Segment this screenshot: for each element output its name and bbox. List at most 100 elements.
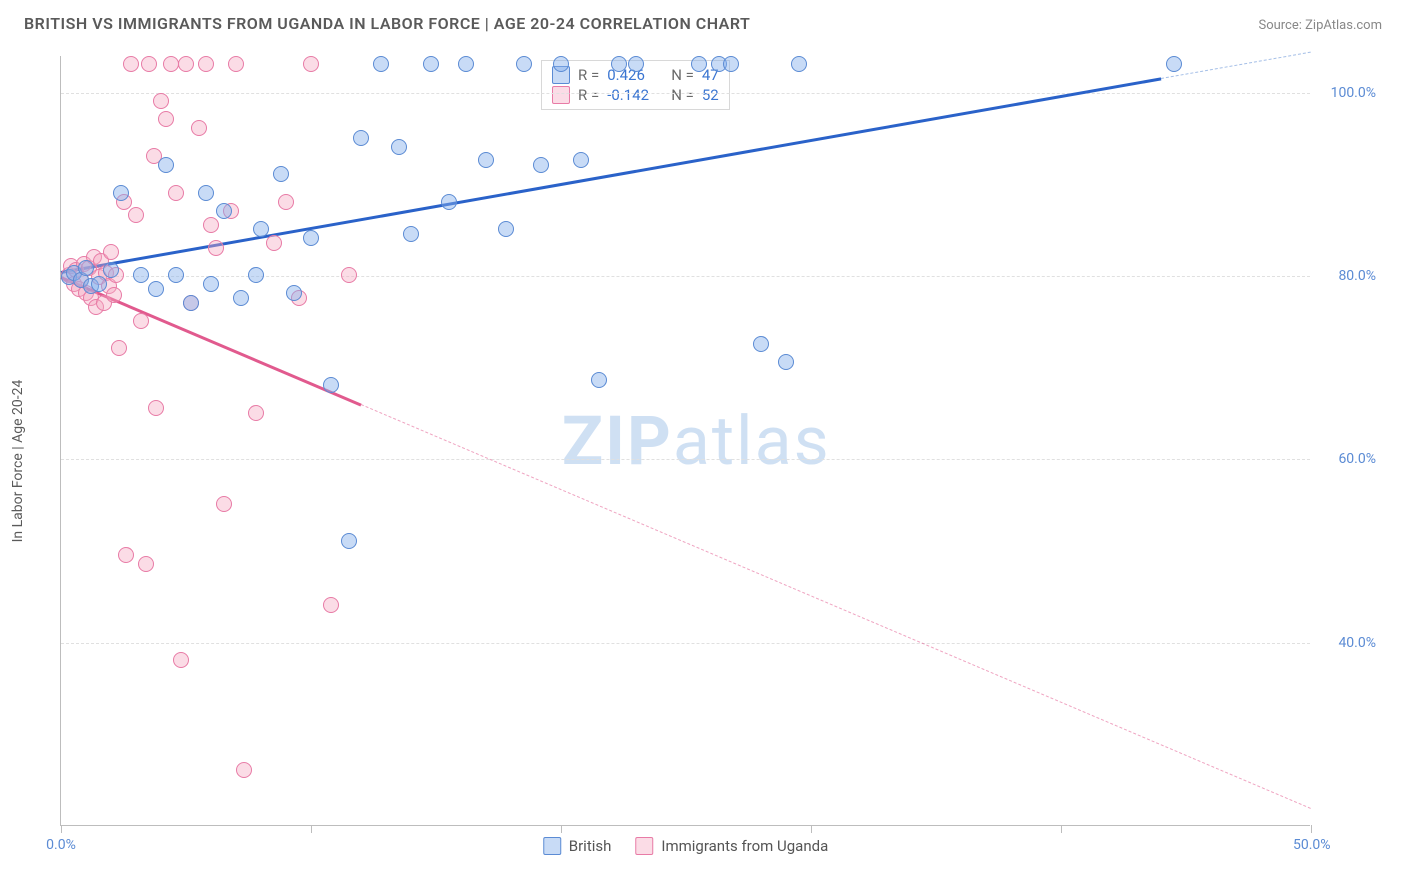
data-point bbox=[516, 56, 532, 72]
data-point bbox=[198, 56, 214, 72]
data-point bbox=[778, 354, 794, 370]
x-tick bbox=[61, 825, 62, 833]
data-point bbox=[691, 56, 707, 72]
data-point bbox=[533, 157, 549, 173]
header-row: BRITISH VS IMMIGRANTS FROM UGANDA IN LAB… bbox=[0, 0, 1406, 39]
data-point bbox=[423, 56, 439, 72]
data-point bbox=[158, 157, 174, 173]
legend-swatch bbox=[635, 837, 653, 855]
y-tick-label: 80.0% bbox=[1318, 268, 1376, 284]
data-point bbox=[353, 130, 369, 146]
data-point bbox=[286, 285, 302, 301]
chart-title: BRITISH VS IMMIGRANTS FROM UGANDA IN LAB… bbox=[24, 14, 750, 33]
data-point bbox=[373, 56, 389, 72]
watermark: ZIPatlas bbox=[562, 401, 831, 481]
data-point bbox=[158, 111, 174, 127]
data-point bbox=[1166, 56, 1182, 72]
data-point bbox=[208, 240, 224, 256]
data-point bbox=[216, 203, 232, 219]
legend-swatch bbox=[543, 837, 561, 855]
legend-label: British bbox=[569, 837, 612, 855]
data-point bbox=[228, 56, 244, 72]
source-prefix: Source: bbox=[1258, 18, 1305, 33]
data-point bbox=[323, 597, 339, 613]
source-attribution: Source: ZipAtlas.com bbox=[1258, 18, 1382, 33]
data-point bbox=[78, 260, 94, 276]
data-point bbox=[133, 267, 149, 283]
trend-line bbox=[361, 404, 1311, 809]
data-point bbox=[113, 185, 129, 201]
legend: British Immigrants from Uganda bbox=[543, 837, 829, 855]
x-tick bbox=[1061, 825, 1062, 833]
data-point bbox=[233, 290, 249, 306]
x-tick bbox=[1311, 825, 1312, 833]
y-tick-label: 40.0% bbox=[1318, 635, 1376, 651]
data-point bbox=[591, 372, 607, 388]
data-point bbox=[183, 295, 199, 311]
data-point bbox=[303, 56, 319, 72]
stats-row: R =-0.142N =52 bbox=[552, 85, 719, 105]
y-tick-label: 60.0% bbox=[1318, 451, 1376, 467]
gridline bbox=[61, 643, 1310, 644]
data-point bbox=[441, 194, 457, 210]
data-point bbox=[303, 230, 319, 246]
data-point bbox=[458, 56, 474, 72]
data-point bbox=[203, 276, 219, 292]
watermark-bold: ZIP bbox=[562, 401, 673, 481]
data-point bbox=[391, 139, 407, 155]
data-point bbox=[216, 496, 232, 512]
watermark-light: atlas bbox=[673, 401, 831, 481]
data-point bbox=[138, 556, 154, 572]
data-point bbox=[341, 267, 357, 283]
data-point bbox=[163, 56, 179, 72]
legend-item: Immigrants from Uganda bbox=[635, 837, 828, 855]
data-point bbox=[148, 400, 164, 416]
data-point bbox=[198, 185, 214, 201]
data-point bbox=[106, 287, 122, 303]
r-value: -0.142 bbox=[607, 86, 663, 104]
data-point bbox=[403, 226, 419, 242]
data-point bbox=[478, 152, 494, 168]
data-point bbox=[168, 267, 184, 283]
data-point bbox=[273, 166, 289, 182]
y-axis-label: In Labor Force | Age 20-24 bbox=[10, 380, 26, 543]
data-point bbox=[573, 152, 589, 168]
data-point bbox=[628, 56, 644, 72]
source-name: ZipAtlas.com bbox=[1305, 18, 1382, 33]
data-point bbox=[611, 56, 627, 72]
data-point bbox=[91, 276, 107, 292]
legend-label: Immigrants from Uganda bbox=[661, 837, 828, 855]
data-point bbox=[103, 244, 119, 260]
trend-line bbox=[1161, 51, 1311, 78]
data-point bbox=[248, 267, 264, 283]
data-point bbox=[266, 235, 282, 251]
data-point bbox=[753, 336, 769, 352]
data-point bbox=[173, 652, 189, 668]
n-value: 52 bbox=[702, 86, 719, 104]
gridline bbox=[61, 459, 1310, 460]
data-point bbox=[723, 56, 739, 72]
data-point bbox=[103, 262, 119, 278]
data-point bbox=[118, 547, 134, 563]
data-point bbox=[278, 194, 294, 210]
n-label: N = bbox=[671, 66, 694, 84]
r-label: R = bbox=[578, 86, 599, 104]
x-tick-label: 0.0% bbox=[46, 837, 76, 853]
x-tick bbox=[311, 825, 312, 833]
legend-swatch bbox=[552, 86, 570, 104]
data-point bbox=[553, 56, 569, 72]
data-point bbox=[141, 56, 157, 72]
chart-container: In Labor Force | Age 20-24 ZIPatlas R =0… bbox=[24, 46, 1382, 876]
data-point bbox=[323, 377, 339, 393]
data-point bbox=[168, 185, 184, 201]
data-point bbox=[148, 281, 164, 297]
data-point bbox=[248, 405, 264, 421]
data-point bbox=[191, 120, 207, 136]
data-point bbox=[341, 533, 357, 549]
r-label: R = bbox=[578, 66, 599, 84]
data-point bbox=[253, 221, 269, 237]
legend-item: British bbox=[543, 837, 612, 855]
data-point bbox=[133, 313, 149, 329]
data-point bbox=[498, 221, 514, 237]
data-point bbox=[236, 762, 252, 778]
